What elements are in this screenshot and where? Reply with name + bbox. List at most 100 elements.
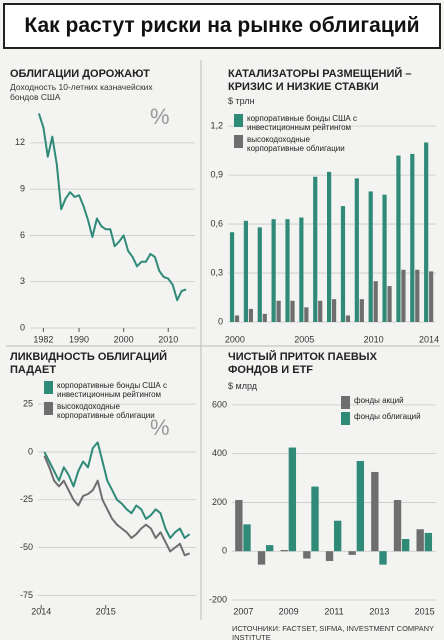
legend-item: фонды акций <box>341 396 436 409</box>
x-tick-label: 1990 <box>69 334 89 344</box>
chart-subtitle: Доходность 10-летних казначейских бондов… <box>10 82 153 102</box>
bar <box>303 551 311 559</box>
legend-label: высокодоходные корпоративные облигации <box>57 402 155 420</box>
bar <box>257 227 262 322</box>
bar <box>387 286 392 322</box>
legend-swatch <box>44 381 53 394</box>
x-tick-label: 2015 <box>415 606 435 616</box>
bar <box>345 315 351 322</box>
bar <box>243 524 251 552</box>
y-tick-label: -200 <box>209 594 227 604</box>
legend: фонды акций фонды облигаций <box>341 396 436 428</box>
bar <box>410 153 415 322</box>
x-tick-label: 1982 <box>33 334 53 344</box>
page-title: Как растут риски на рынке облигаций <box>24 14 420 37</box>
x-tick-label: 2014 <box>31 606 51 616</box>
bar <box>424 532 433 552</box>
legend: корпоративные бонды США с инвестиционным… <box>234 114 364 156</box>
bar <box>402 539 410 552</box>
x-tick-label: 2010 <box>158 334 178 344</box>
y-tick-label: 0,3 <box>210 267 223 277</box>
y-tick-label: 9 <box>20 184 25 194</box>
legend-item: высокодоходные корпоративные облигации <box>234 135 364 153</box>
x-tick-label: 2015 <box>96 606 116 616</box>
annotation: % <box>150 415 170 440</box>
bar <box>257 551 266 565</box>
bar <box>348 551 356 555</box>
y-tick-label: 0 <box>222 546 227 556</box>
unit-label: $ млрд <box>228 381 257 391</box>
x-tick-label: 2014 <box>419 334 439 344</box>
bar <box>262 313 267 322</box>
source: ИСТОЧНИКИ: FACTSET, SIFMA, INVESTMENT CO… <box>232 624 434 640</box>
bar <box>334 520 342 552</box>
legend-label: фонды облигаций <box>354 412 421 421</box>
y-tick-label: -75 <box>20 590 33 600</box>
bar <box>359 299 364 322</box>
chart-title: ЧИСТЫЙ ПРИТОК ПАЕВЫХ ФОНДОВ И ETF <box>228 351 377 376</box>
x-tick-label: 2011 <box>324 606 343 616</box>
legend-swatch <box>341 396 350 409</box>
y-tick-label: 600 <box>212 399 227 409</box>
bar <box>396 155 401 322</box>
legend-item: фонды облигаций <box>341 412 436 425</box>
bar <box>424 142 429 322</box>
bar <box>368 191 373 322</box>
bar <box>356 460 365 552</box>
legend-item: корпоративные бонды США с инвестиционным… <box>234 114 364 132</box>
bar <box>382 194 387 322</box>
bar <box>325 551 334 561</box>
bar <box>266 545 274 552</box>
unit-label: $ трлн <box>228 96 255 106</box>
y-tick-label: 0 <box>20 322 25 332</box>
bar <box>235 500 243 552</box>
bar <box>371 471 379 552</box>
bar <box>299 217 304 322</box>
x-tick-label: 2005 <box>294 334 314 344</box>
bar <box>280 550 288 552</box>
bar <box>304 307 309 322</box>
legend-label: фонды акций <box>354 396 404 405</box>
bar <box>354 178 359 322</box>
chart-title: ОБЛИГАЦИИ ДОРОЖАЮТ <box>10 68 150 80</box>
x-tick-label: 2000 <box>225 334 245 344</box>
y-tick-label: 25 <box>23 399 33 409</box>
legend-label: корпоративные бонды США с инвестиционным… <box>57 381 167 399</box>
annotation: % <box>150 104 170 129</box>
chart-title: ЛИКВИДНОСТЬ ОБЛИГАЦИЙ ПАДАЕТ <box>10 351 168 376</box>
x-tick-label: 2009 <box>279 606 299 616</box>
x-tick-label: 2007 <box>233 606 253 616</box>
bar <box>416 529 424 552</box>
bar <box>429 271 434 322</box>
bar <box>401 269 406 322</box>
bar <box>285 219 290 322</box>
legend-swatch <box>234 135 243 148</box>
y-tick-label: 0,6 <box>210 218 223 228</box>
y-tick-label: 12 <box>15 137 25 147</box>
bar <box>379 551 387 565</box>
y-tick-label: 0 <box>218 316 223 326</box>
title-box <box>3 3 441 49</box>
bar <box>288 447 297 552</box>
y-tick-label: 0 <box>28 446 33 456</box>
y-tick-label: -25 <box>20 494 33 504</box>
line-series <box>37 113 187 302</box>
bar <box>276 300 281 322</box>
legend-label: высокодоходные корпоративные облигации <box>247 135 345 153</box>
bar <box>243 220 248 322</box>
bar <box>313 176 318 322</box>
bar <box>415 269 420 322</box>
y-tick-label: -50 <box>20 542 33 552</box>
y-tick-label: 0,9 <box>210 169 223 179</box>
bar <box>248 308 253 322</box>
chart-title: КАТАЛИЗАТОРЫ РАЗМЕЩЕНИЙ – КРИЗИС И НИЗКИ… <box>228 68 412 93</box>
bar <box>340 206 346 322</box>
y-tick-label: 200 <box>212 497 227 507</box>
bar <box>373 281 378 322</box>
y-tick-label: 400 <box>212 448 227 458</box>
bar <box>318 300 323 322</box>
bar <box>311 486 319 552</box>
y-tick-label: 6 <box>20 230 25 240</box>
bar <box>332 299 337 322</box>
